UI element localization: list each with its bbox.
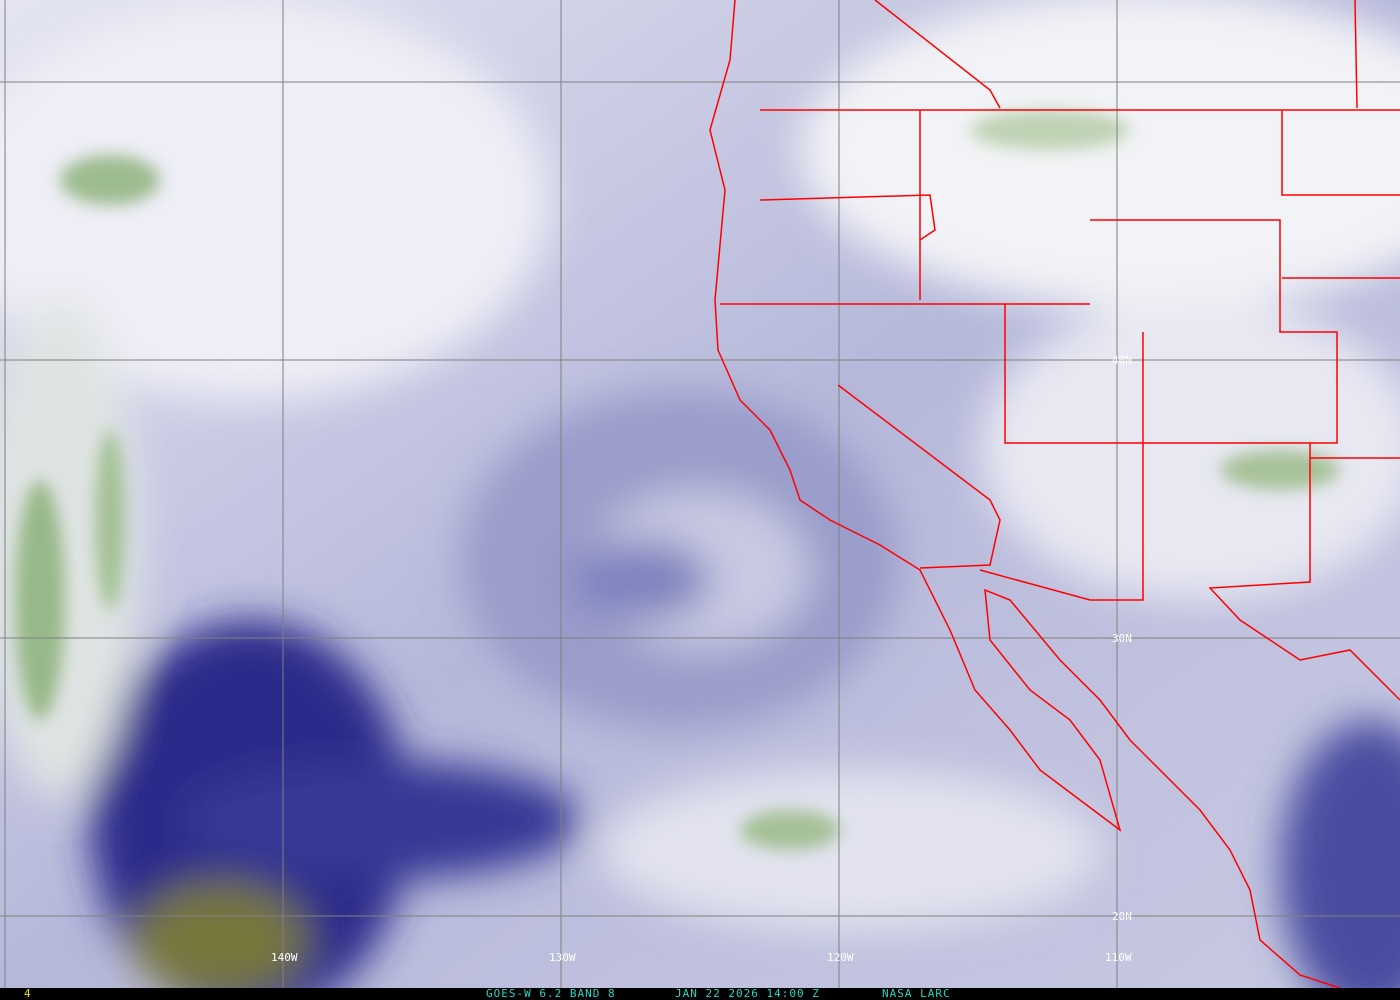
grid-labels: 40N 30N 20N 140W 130W 120W 110W	[271, 354, 1132, 964]
lat-label-40n: 40N	[1112, 354, 1132, 367]
satellite-band-label: GOES-W 6.2 BAND 8	[486, 987, 616, 1000]
lat-label-20n: 20N	[1112, 910, 1132, 923]
lon-label-130w: 130W	[549, 951, 576, 964]
lon-label-140w: 140W	[271, 951, 298, 964]
frame-number: 4	[24, 987, 31, 1000]
datetime-label: JAN 22 2026 14:00 Z	[675, 987, 820, 1000]
lat-label-30n: 30N	[1112, 632, 1132, 645]
status-footer: 4 GOES-W 6.2 BAND 8 JAN 22 2026 14:00 Z …	[0, 987, 1400, 1000]
lon-label-120w: 120W	[827, 951, 854, 964]
source-label: NASA LARC	[882, 987, 951, 1000]
lon-label-110w: 110W	[1105, 951, 1132, 964]
political-boundaries	[709, 0, 1400, 988]
